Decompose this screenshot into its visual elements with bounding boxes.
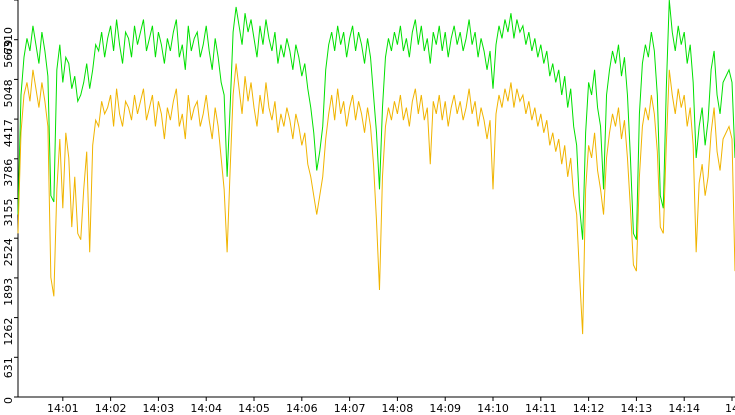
x-tick-label: 14:05 [238, 402, 270, 415]
x-tick-label: 14:13 [621, 402, 653, 415]
y-tick-label: 0 [2, 397, 15, 404]
y-tick-label: 5679 [2, 40, 15, 68]
x-tick-label: 14:04 [190, 402, 222, 415]
x-tick-label: 14:08 [382, 402, 414, 415]
y-tick-label: 1893 [2, 278, 15, 306]
y-tick-label: 1262 [2, 318, 15, 346]
series-line [17, 0, 735, 240]
y-tick-label: 2524 [2, 238, 15, 266]
x-tick-label: 14:09 [429, 402, 461, 415]
y-tick-label: 4417 [2, 119, 15, 147]
series-line [17, 63, 735, 335]
x-tick-label: 14:01 [47, 402, 79, 415]
y-tick-label: 3786 [2, 159, 15, 187]
y-tick-label: 5048 [2, 79, 15, 107]
x-tick-label: 14:10 [477, 402, 509, 415]
y-tick-label: 3155 [2, 199, 15, 227]
x-tick-label: 14:14 [668, 402, 700, 415]
x-tick-label: 14 [725, 402, 735, 415]
x-tick-label: 14:03 [143, 402, 175, 415]
x-tick-label: 14:06 [286, 402, 318, 415]
x-tick-label: 14:07 [334, 402, 366, 415]
x-tick-label: 14:02 [95, 402, 127, 415]
y-tick-label: 6310 [2, 27, 15, 55]
x-tick-label: 14:12 [573, 402, 605, 415]
y-tick-label: 631 [2, 357, 15, 378]
x-tick-label: 14:11 [525, 402, 557, 415]
